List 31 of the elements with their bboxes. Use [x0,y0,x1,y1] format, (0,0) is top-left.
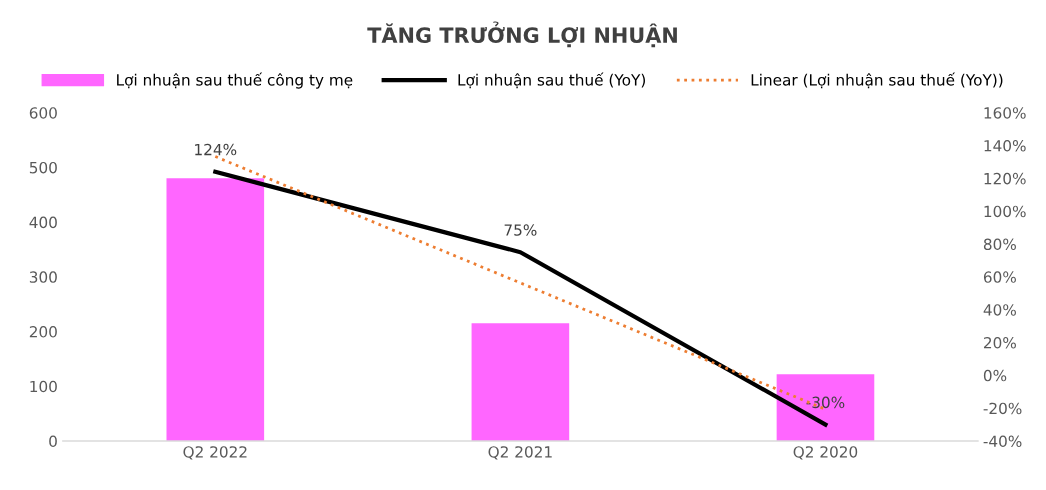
y-tick-label: 300 [29,271,57,283]
y2-tick-label: -20% [983,402,1022,415]
y2-tick-label: 100% [984,205,1026,218]
legend-label: Linear (Lợi nhuận sau thuế (YoY)) [751,72,1003,89]
data-label: 124% [195,143,237,156]
y-tick-label: 400 [29,216,57,229]
y2-tick-label: 140% [984,140,1026,152]
y2-tick-label: 0% [983,369,1007,382]
bar [166,178,265,441]
bar [471,323,570,441]
y-tick-label: 500 [29,161,57,174]
x-tick-label: Q2 2022 [183,446,247,460]
y2-tick-label: 120% [984,172,1026,185]
legend-label: Lợi nhuận sau thuế (YoY) [458,72,645,89]
y2-tick-label: 160% [984,107,1026,119]
x-tick-label: Q2 2020 [793,446,858,460]
y-tick-label: 100 [30,380,57,393]
legend-label: Lợi nhuận sau thuế công ty mẹ [117,72,353,89]
data-label: -30% [806,396,845,409]
x-tick-label: Q2 2021 [488,446,552,460]
bar [776,374,875,441]
y2-tick-label: 20% [983,336,1016,349]
chart-title: TĂNG TRƯỞNG LỢI NHUẬN [367,21,677,48]
data-label: 75% [504,224,537,236]
y-tick-label: 600 [29,107,57,119]
y2-tick-label: 60% [983,271,1016,283]
y-tick-label: 0 [49,435,57,448]
y2-tick-label: 80% [983,238,1016,251]
y2-tick-label: -40% [983,435,1022,448]
y2-tick-label: 40% [983,304,1016,316]
y-tick-label: 200 [29,326,57,338]
